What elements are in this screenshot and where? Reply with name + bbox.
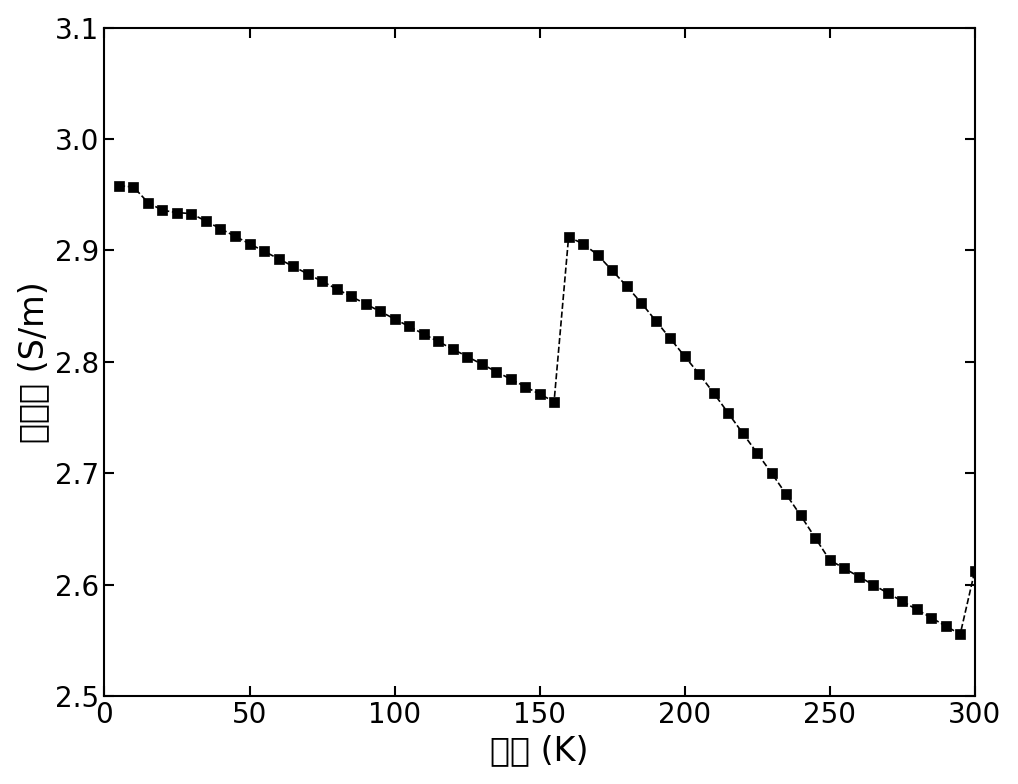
Y-axis label: 电导率 (S/m): 电导率 (S/m) bbox=[16, 281, 50, 443]
X-axis label: 温度 (K): 温度 (K) bbox=[491, 735, 588, 768]
